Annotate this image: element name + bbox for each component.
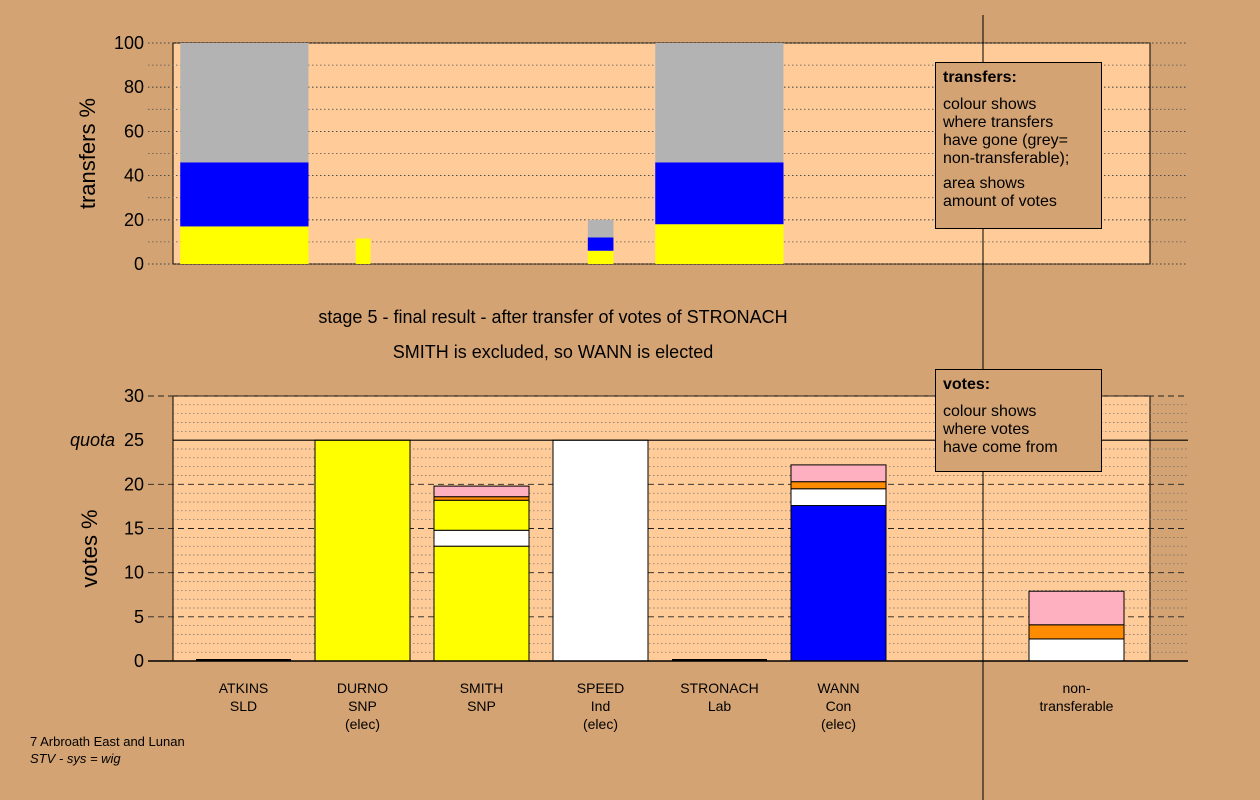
votes-legend-line: where votes bbox=[943, 421, 1030, 438]
transfers-bar-segment bbox=[655, 43, 784, 163]
stage-caption: stage 5 - final result - after transfer … bbox=[318, 307, 787, 327]
transfers-bar-segment bbox=[587, 250, 614, 264]
candidate-label: (elec) bbox=[345, 716, 380, 732]
candidate-label: (elec) bbox=[821, 716, 856, 732]
votes-bar-segment bbox=[790, 488, 887, 507]
transfers-legend-box: transfers: colour shows where transfers … bbox=[935, 62, 1102, 229]
transfers-bar-segment bbox=[180, 226, 309, 264]
votes-y-tick-label: 0 bbox=[134, 651, 144, 671]
votes-bar-segment bbox=[1028, 590, 1125, 626]
transfers-bar-segment bbox=[655, 162, 784, 225]
candidate-label: STRONACH bbox=[680, 680, 759, 696]
votes-y-tick-label: 20 bbox=[124, 474, 144, 494]
candidate-label: Lab bbox=[708, 698, 732, 714]
candidate-label: non- bbox=[1062, 680, 1090, 696]
transfers-y-tick-label: 20 bbox=[124, 210, 144, 230]
candidate-label: SMITH bbox=[460, 680, 504, 696]
result-caption: SMITH is excluded, so WANN is elected bbox=[393, 342, 713, 362]
transfers-bar-segment bbox=[355, 238, 371, 264]
transfers-y-tick-label: 0 bbox=[134, 254, 144, 274]
candidate-label: DURNO bbox=[337, 680, 388, 696]
candidate-label: SLD bbox=[230, 698, 257, 714]
candidate-label: SNP bbox=[348, 698, 377, 714]
votes-y-tick-label: 30 bbox=[124, 386, 144, 406]
system-label: STV - sys = wig bbox=[30, 751, 121, 766]
votes-legend-title: votes: bbox=[943, 376, 991, 393]
quota-label: quota bbox=[70, 430, 115, 450]
votes-y-tick-label: 5 bbox=[134, 607, 144, 627]
votes-bar-segment bbox=[790, 481, 887, 490]
transfers-bar-segment bbox=[655, 224, 784, 264]
transfers-y-tick-label: 100 bbox=[114, 33, 144, 53]
votes-bar-segment bbox=[314, 439, 411, 662]
transfers-legend-line: area shows bbox=[943, 175, 1025, 192]
votes-y-tick-label: 25 bbox=[124, 430, 144, 450]
votes-y-tick-label: 10 bbox=[124, 563, 144, 583]
votes-bar-segment bbox=[433, 529, 530, 547]
transfers-bar-segment bbox=[587, 237, 614, 251]
votes-bar-segment bbox=[433, 496, 530, 501]
votes-y-axis-label: votes % bbox=[77, 509, 102, 587]
transfers-y-tick-label: 40 bbox=[124, 166, 144, 186]
votes-bar-segment bbox=[790, 464, 887, 483]
votes-bar-segment bbox=[1028, 624, 1125, 640]
candidate-label: Ind bbox=[591, 698, 610, 714]
transfers-legend-line: have gone (grey= bbox=[943, 132, 1068, 149]
votes-bar-segment bbox=[1028, 638, 1125, 662]
transfers-legend-line: amount of votes bbox=[943, 193, 1057, 210]
candidate-label: SNP bbox=[467, 698, 496, 714]
candidate-label: transferable bbox=[1040, 698, 1114, 714]
transfers-legend-line: colour shows bbox=[943, 96, 1037, 113]
transfers-bar-segment bbox=[587, 219, 614, 238]
votes-chart: 0 5 10 15 20 25 30 quota votes % ATKINS SLD DURNO SN… bbox=[70, 386, 1188, 732]
transfers-legend-line: where transfers bbox=[943, 114, 1054, 131]
transfers-bar-segment bbox=[180, 162, 309, 227]
candidate-label: Con bbox=[826, 698, 852, 714]
candidate-label: ATKINS bbox=[219, 680, 269, 696]
ward-label: 7 Arbroath East and Lunan bbox=[30, 734, 185, 749]
transfers-y-tick-label: 60 bbox=[124, 121, 144, 141]
candidate-label: SPEED bbox=[577, 680, 624, 696]
transfers-bar-segment bbox=[180, 43, 309, 163]
votes-legend-line: have come from bbox=[943, 439, 1058, 456]
candidate-label: (elec) bbox=[583, 716, 618, 732]
votes-bar-segment bbox=[433, 545, 530, 662]
votes-y-tick-label: 15 bbox=[124, 519, 144, 539]
transfers-legend-title: transfers: bbox=[943, 69, 1017, 86]
votes-bar-segment bbox=[433, 499, 530, 531]
transfers-y-axis-label: transfers % bbox=[75, 98, 100, 209]
transfers-y-tick-label: 80 bbox=[124, 77, 144, 97]
votes-legend-box: votes: colour shows where votes have com… bbox=[935, 369, 1102, 472]
votes-bar-segment bbox=[552, 439, 649, 662]
votes-legend-line: colour shows bbox=[943, 403, 1037, 420]
votes-bar-segment bbox=[433, 485, 530, 498]
votes-bar-segment bbox=[790, 505, 887, 662]
candidate-label: WANN bbox=[817, 680, 859, 696]
transfers-legend-line: non-transferable); bbox=[943, 150, 1070, 167]
